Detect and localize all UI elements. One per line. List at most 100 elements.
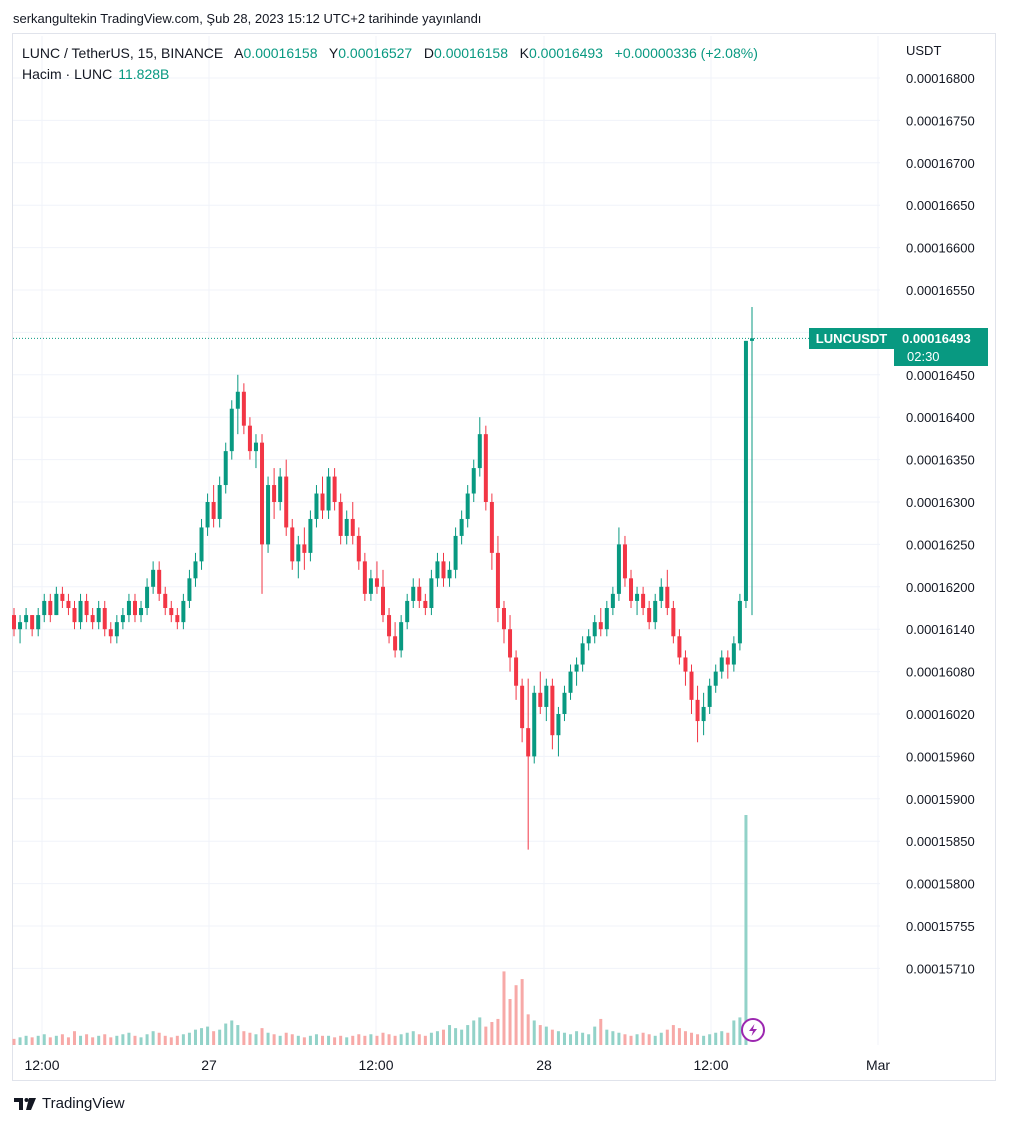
- volume-bar: [97, 1035, 101, 1045]
- candle-body: [241, 391, 246, 426]
- candle-body: [139, 608, 144, 616]
- candle-body: [695, 699, 700, 722]
- candle-body: [622, 544, 627, 579]
- volume-bar: [478, 1017, 482, 1045]
- candle-body: [126, 600, 131, 616]
- volume-bar: [629, 1035, 633, 1045]
- candle-body: [508, 629, 513, 658]
- volume-bar: [72, 1031, 76, 1045]
- candle-body: [84, 600, 89, 616]
- volume-bar: [720, 1031, 724, 1045]
- candle-body: [266, 485, 271, 545]
- candle-body: [465, 493, 470, 519]
- volume-bar: [230, 1020, 234, 1045]
- volume-bar: [448, 1025, 452, 1045]
- volume-bar: [278, 1035, 282, 1045]
- volume-bar: [103, 1034, 107, 1045]
- volume-bar: [732, 1020, 736, 1045]
- volume-bar: [157, 1032, 161, 1045]
- volume-bar: [24, 1035, 28, 1045]
- candle-body: [320, 493, 325, 511]
- volume-bar: [42, 1034, 46, 1045]
- brand[interactable]: TradingView: [14, 1095, 125, 1112]
- x-tick-label: 12:00: [24, 1057, 59, 1073]
- volume-bar: [605, 1029, 609, 1045]
- publish-line: serkangultekin TradingView.com, Şub 28, …: [13, 11, 482, 26]
- candle-body: [411, 586, 416, 601]
- candle-body: [483, 434, 488, 502]
- candle-body: [659, 586, 664, 601]
- high-value: 0.00016527: [338, 45, 413, 61]
- candle-body: [253, 442, 258, 452]
- candle-body: [108, 629, 113, 637]
- candle-body: [526, 728, 531, 757]
- open-value: 0.00016158: [243, 45, 318, 61]
- volume-bar: [623, 1034, 627, 1045]
- y-tick-label: 0.00016800: [906, 71, 975, 86]
- volume-bar: [242, 1031, 246, 1045]
- volume-bar: [581, 1032, 585, 1045]
- candle-body: [223, 451, 228, 486]
- candle-body: [96, 608, 101, 623]
- y-tick-label: 0.00016700: [906, 156, 975, 171]
- volume-bar: [520, 979, 524, 1045]
- candle-body: [78, 600, 83, 623]
- candle-body: [707, 685, 712, 707]
- candle-body: [405, 600, 410, 623]
- y-tick-label: 0.00016200: [906, 580, 975, 595]
- candle-body: [145, 586, 150, 608]
- candle-body: [362, 561, 367, 594]
- candle-body: [471, 468, 476, 494]
- candle-body: [598, 622, 603, 630]
- volume-bar: [526, 1014, 530, 1045]
- volume-label[interactable]: Hacim · LUNC: [22, 66, 113, 82]
- candle-body: [314, 493, 319, 519]
- candle-body: [247, 425, 252, 452]
- candle-body: [544, 685, 549, 707]
- candle-body: [217, 485, 222, 519]
- candle-body: [435, 561, 440, 579]
- candle-body: [562, 692, 567, 714]
- x-tick-label: 28: [536, 1057, 552, 1073]
- volume-bar: [411, 1031, 415, 1045]
- volume-bar: [659, 1032, 663, 1045]
- volume-bar: [472, 1020, 476, 1045]
- volume-bar: [496, 1018, 500, 1045]
- x-tick-label: 12:00: [358, 1057, 393, 1073]
- volume-bar: [169, 1037, 173, 1045]
- volume-bar: [665, 1029, 669, 1045]
- candle-body: [665, 586, 670, 608]
- candle-body: [235, 391, 240, 409]
- volume-bar: [484, 1026, 488, 1045]
- candle-body: [580, 643, 585, 665]
- candle-body: [120, 615, 125, 623]
- volume-bar: [460, 1029, 464, 1045]
- volume-bar: [593, 1026, 597, 1045]
- candle-body: [393, 636, 398, 651]
- candle-body: [671, 608, 676, 637]
- volume-bar: [272, 1034, 276, 1045]
- y-tick-label: 0.00015755: [906, 919, 975, 934]
- candle-body: [586, 636, 591, 644]
- candle-body: [592, 622, 597, 637]
- volume-bar: [714, 1032, 718, 1045]
- symbol-label[interactable]: LUNC / TetherUS, 15, BINANCE: [22, 45, 224, 61]
- candle-body: [368, 578, 373, 594]
- volume-bar: [296, 1035, 300, 1045]
- volume-bar: [708, 1034, 712, 1045]
- candle-body: [163, 593, 168, 608]
- y-tick-label: 0.00016140: [906, 622, 975, 637]
- volume-bar: [321, 1035, 325, 1045]
- candle-body: [750, 338, 754, 341]
- volume-bar: [647, 1034, 651, 1045]
- volume-bar: [351, 1035, 355, 1045]
- volume-bar: [236, 1025, 240, 1045]
- candle-body: [610, 593, 615, 608]
- candle-body: [423, 600, 428, 608]
- volume-bar: [544, 1026, 548, 1045]
- volume-bar: [617, 1032, 621, 1045]
- x-tick-label: 12:00: [693, 1057, 728, 1073]
- candle-body: [514, 657, 519, 686]
- candle-body: [495, 552, 500, 608]
